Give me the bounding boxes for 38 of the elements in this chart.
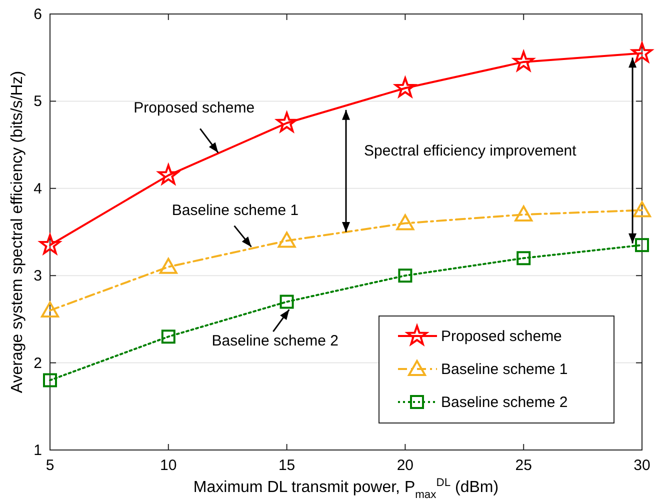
- y-tick-label: 5: [34, 93, 42, 110]
- x-tick-label: 10: [160, 457, 177, 474]
- annotation: Proposed scheme: [134, 100, 255, 117]
- y-tick-label: 2: [34, 354, 42, 372]
- point: [158, 164, 179, 184]
- annotation: Baseline scheme 1: [172, 202, 299, 219]
- y-tick-label: 3: [34, 268, 42, 285]
- legend-label: Baseline scheme 2: [441, 394, 568, 411]
- x-tick-label: 30: [634, 457, 650, 474]
- point: [43, 373, 57, 388]
- point: [278, 232, 296, 248]
- point: [39, 234, 61, 254]
- legend-label: Proposed scheme: [441, 328, 562, 345]
- point: [516, 251, 531, 266]
- x-tick-label: 5: [46, 457, 54, 474]
- point: [514, 206, 533, 222]
- point: [161, 330, 176, 344]
- y-tick-label: 1: [34, 442, 42, 459]
- point: [398, 268, 412, 283]
- point: [394, 77, 416, 98]
- point: [280, 294, 294, 309]
- point: [513, 50, 534, 72]
- annotation: Spectral efficiency improvement: [364, 142, 578, 160]
- y-axis-title: Average system spectral efficiency (bits/s/Hz): [9, 70, 26, 394]
- x-axis-title: Maximum DL transmit power, P$_{max}$$^{DL}$ (dBm): [193, 477, 499, 501]
- point: [159, 258, 178, 274]
- legend-label: Baseline scheme 1: [441, 361, 568, 378]
- y-tick-label: 4: [34, 180, 42, 198]
- x-tick-label: 15: [278, 457, 296, 474]
- x-tick-label: 20: [396, 457, 414, 474]
- annotation: Baseline scheme 2: [212, 332, 339, 350]
- x-tick-label: 25: [515, 457, 532, 474]
- point: [631, 42, 653, 62]
- point: [41, 301, 59, 318]
- point: [633, 201, 651, 218]
- point: [396, 214, 414, 230]
- point: [635, 238, 649, 252]
- y-tick-label: 6: [34, 6, 42, 23]
